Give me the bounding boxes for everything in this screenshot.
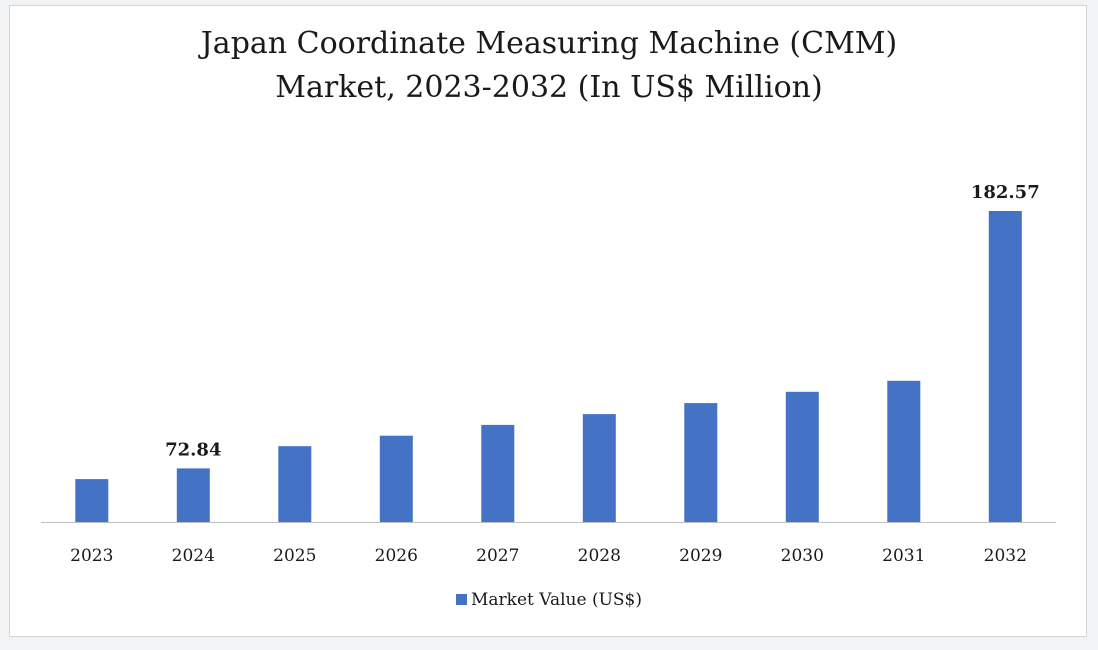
legend-swatch — [455, 594, 467, 605]
x-tick-label-2031: 2031 — [882, 546, 925, 566]
bar-2024 — [176, 468, 210, 522]
x-tick-label-2030: 2030 — [781, 546, 824, 566]
x-tick-label-2028: 2028 — [578, 546, 621, 566]
x-tick-label-2025: 2025 — [273, 546, 316, 566]
bar-2027 — [481, 424, 515, 522]
bar-2025 — [278, 446, 312, 522]
bar-2023 — [75, 479, 109, 522]
chart-title: Japan Coordinate Measuring Machine (CMM)… — [0, 22, 1098, 110]
data-label-2024: 72.84 — [165, 439, 221, 460]
x-tick-label-2027: 2027 — [476, 546, 519, 566]
data-label-2032: 182.57 — [971, 182, 1040, 203]
bar-2026 — [379, 435, 413, 522]
chart-frame — [9, 5, 1087, 637]
bar-2032 — [988, 211, 1022, 522]
x-tick-label-2023: 2023 — [70, 546, 113, 566]
bar-2028 — [582, 414, 616, 522]
x-tick-label-2032: 2032 — [984, 546, 1027, 566]
bar-2029 — [684, 403, 718, 522]
bar-2030 — [785, 391, 819, 522]
x-tick-label-2024: 2024 — [172, 546, 215, 566]
x-tick-label-2026: 2026 — [375, 546, 418, 566]
x-tick-label-2029: 2029 — [679, 546, 722, 566]
bar-2031 — [887, 380, 921, 522]
chart-title-line-1: Japan Coordinate Measuring Machine (CMM) — [200, 26, 898, 61]
chart-legend: Market Value (US$) — [0, 590, 1098, 610]
chart-title-line-2: Market, 2023-2032 (In US$ Million) — [275, 70, 823, 105]
legend-label: Market Value (US$) — [470, 590, 643, 610]
